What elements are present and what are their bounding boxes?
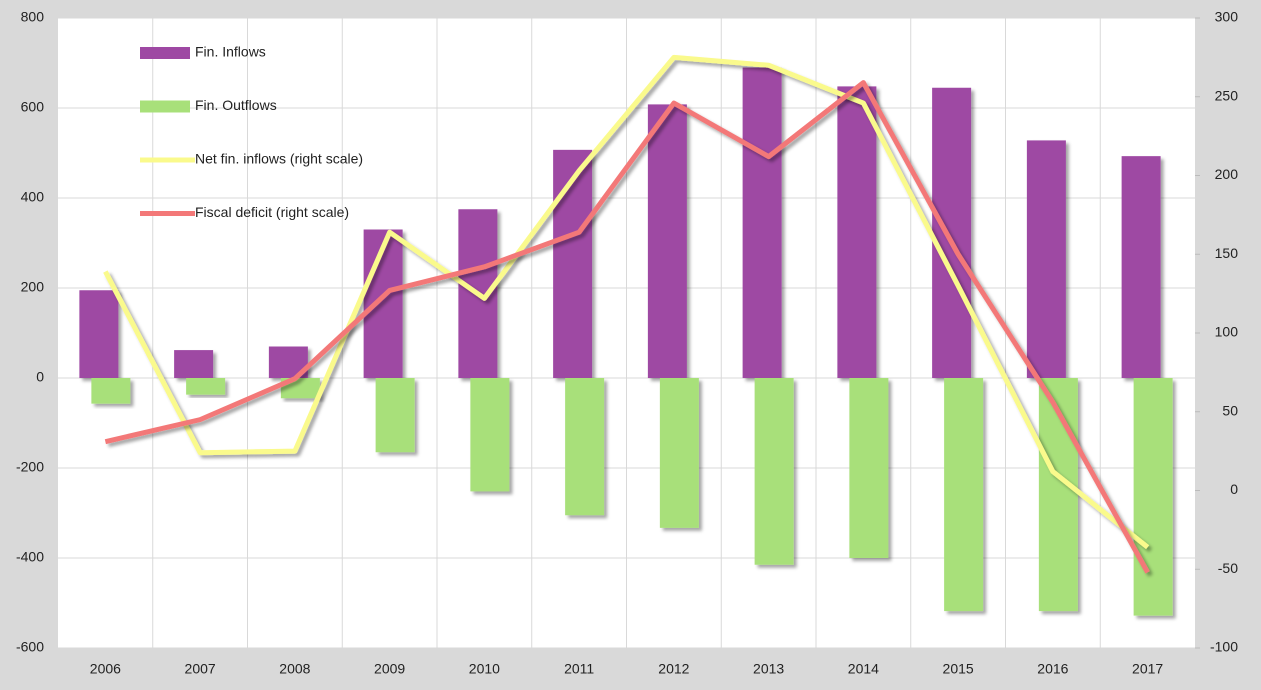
y-tick-label: 0 — [36, 369, 44, 385]
x-tick-label: 2010 — [469, 661, 500, 677]
bar — [944, 378, 984, 612]
legend-swatch — [140, 100, 190, 113]
bar — [91, 378, 131, 404]
legend-label: Net fin. inflows (right scale) — [195, 151, 363, 167]
y-tick-label: -600 — [16, 639, 44, 655]
x-tick-label: 2009 — [374, 661, 405, 677]
y2-tick-label: 300 — [1215, 9, 1239, 25]
y-tick-label: 200 — [21, 279, 45, 295]
bar — [174, 350, 214, 378]
line — [103, 54, 1150, 550]
y-tick-label: 600 — [21, 99, 45, 115]
bar — [79, 290, 119, 378]
bar — [470, 378, 510, 492]
line — [104, 80, 1150, 574]
x-tick-label: 2006 — [90, 661, 121, 677]
bar — [659, 378, 699, 528]
x-tick-label: 2007 — [185, 661, 216, 677]
bar — [647, 104, 687, 379]
bar — [1133, 378, 1173, 616]
bar — [932, 87, 972, 378]
bar — [553, 149, 593, 378]
x-tick-label: 2017 — [1132, 661, 1163, 677]
bar — [186, 378, 226, 395]
y-tick-label: 800 — [21, 9, 45, 25]
legend-label: Fin. Outflows — [195, 97, 277, 113]
y2-tick-label: 200 — [1215, 166, 1239, 182]
y2-tick-label: -50 — [1218, 560, 1238, 576]
x-tick-label: 2016 — [1037, 661, 1068, 677]
x-tick-label: 2014 — [848, 661, 879, 677]
x-tick-label: 2012 — [658, 661, 689, 677]
x-tick-label: 2008 — [279, 661, 310, 677]
bar — [754, 378, 794, 565]
bar — [742, 67, 782, 378]
x-tick-label: 2015 — [943, 661, 974, 677]
y-tick-label: -200 — [16, 459, 44, 475]
x-tick-label: 2013 — [753, 661, 784, 677]
y2-tick-label: -100 — [1210, 639, 1238, 655]
bar — [375, 378, 415, 453]
legend-label: Fiscal deficit (right scale) — [195, 204, 349, 220]
y-tick-label: 400 — [21, 189, 45, 205]
bar — [1026, 140, 1066, 378]
legend-label: Fin. Inflows — [195, 44, 266, 60]
y2-tick-label: 50 — [1222, 402, 1238, 418]
y2-tick-label: 250 — [1215, 87, 1239, 103]
y2-tick-label: 150 — [1215, 245, 1239, 261]
bar — [363, 229, 403, 378]
y2-tick-label: 100 — [1215, 324, 1239, 340]
x-tick-label: 2011 — [564, 661, 594, 677]
y-tick-label: -400 — [16, 549, 44, 565]
bar — [837, 86, 877, 379]
bar — [849, 378, 889, 558]
y2-tick-label: 0 — [1230, 481, 1238, 497]
bar — [1121, 156, 1161, 378]
legend-swatch — [140, 47, 190, 59]
bar — [565, 378, 605, 516]
